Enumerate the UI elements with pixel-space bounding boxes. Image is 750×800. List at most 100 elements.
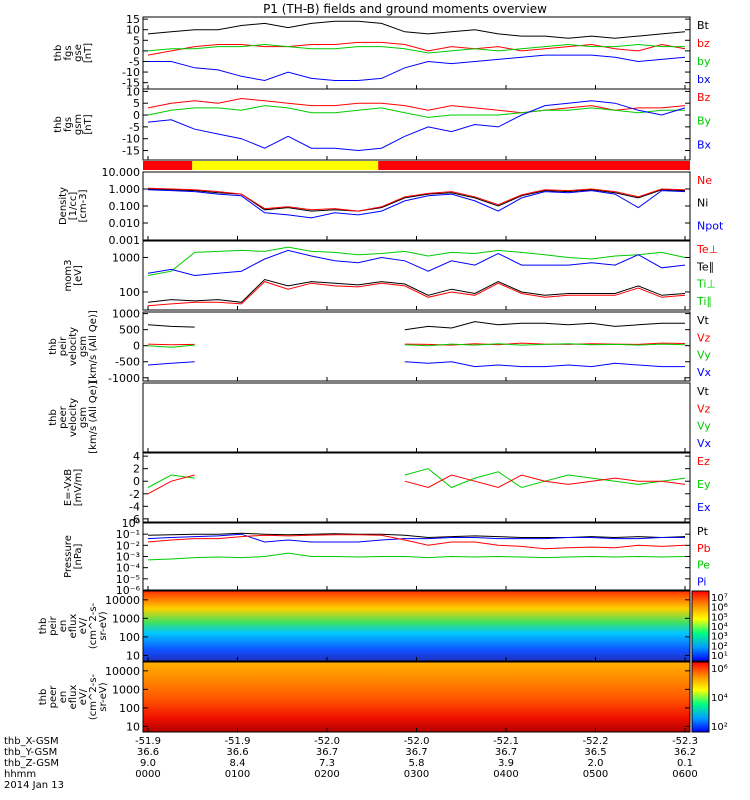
footer-row-label: thb_X-GSM bbox=[4, 736, 59, 747]
series-line-Vt bbox=[147, 321, 685, 331]
mode-segment-2 bbox=[378, 161, 690, 170]
y-axis-label: thbpeirvelocitygsm[km/s (All Qe)] bbox=[48, 310, 99, 383]
y-axis-label-line: [nPa] bbox=[73, 543, 84, 569]
y-tick-label: -6 bbox=[129, 513, 140, 526]
y-axis-label-line: [1/cc] bbox=[68, 192, 79, 221]
series-line-Vy bbox=[147, 343, 686, 348]
footer-value: 9.0 bbox=[140, 758, 156, 769]
series-line-Ne bbox=[147, 187, 686, 212]
y-tick-label: 10 bbox=[126, 720, 140, 733]
plot-frame bbox=[142, 88, 691, 161]
footer-value: 36.7 bbox=[405, 747, 427, 758]
footer-value: 7.3 bbox=[319, 758, 335, 769]
footer-value: 0500 bbox=[583, 769, 608, 780]
y-axis-label-line: (cm^2-s- bbox=[88, 602, 99, 649]
series-line-By bbox=[147, 105, 685, 118]
legend-entry: Vz bbox=[697, 402, 711, 415]
colorbar-tick: 10⁵ bbox=[711, 612, 728, 623]
figure-title: P1 (TH-B) fields and ground moments over… bbox=[263, 2, 547, 16]
y-axis-label-line: gse bbox=[73, 44, 84, 62]
footer-value: 36.6 bbox=[137, 747, 159, 758]
legend-entry: Vz bbox=[697, 331, 711, 344]
colorbar-tick: 10¹ bbox=[711, 651, 728, 662]
y-axis-label: thbpeirenefluxeV/(cm^2-s-sr-eV) bbox=[38, 602, 109, 649]
legend-entry: Ez bbox=[697, 455, 710, 468]
legend-entry: Ti∥ bbox=[696, 295, 712, 308]
plot-frame bbox=[142, 16, 691, 90]
y-tick-label: 0 bbox=[133, 109, 140, 122]
colorbar-tick: 10⁴ bbox=[711, 622, 728, 633]
y-axis-label-line: Pressure bbox=[63, 535, 74, 578]
y-tick-label: 10000 bbox=[105, 594, 140, 607]
colorbar-tick: 10⁶ bbox=[711, 603, 728, 614]
footer-value: 3.9 bbox=[498, 758, 514, 769]
footer-value: 36.6 bbox=[226, 747, 248, 758]
spectrogram-peir-en-eflux bbox=[143, 591, 690, 661]
y-tick-label: 100 bbox=[119, 286, 140, 299]
y-axis-label-line: [km/s (All Qe)] bbox=[88, 310, 99, 383]
colorbar bbox=[691, 661, 710, 733]
footer-date: 2014 Jan 13 bbox=[4, 780, 64, 791]
y-tick-label: -1000 bbox=[108, 372, 140, 385]
footer-row-label: thb_Y-GSM bbox=[4, 747, 57, 758]
footer-value: 36.7 bbox=[316, 747, 338, 758]
y-tick-label: -2 bbox=[129, 488, 140, 501]
y-axis-label-line: fgs bbox=[63, 117, 74, 132]
y-tick-label: 0 bbox=[133, 45, 140, 58]
y-tick-label: 1000 bbox=[112, 612, 140, 625]
y-tick-label: 10.000 bbox=[102, 166, 141, 179]
colorbar bbox=[691, 590, 710, 662]
panel-mode-bar bbox=[143, 161, 690, 170]
y-tick-label: 1000 bbox=[112, 308, 140, 321]
y-axis-label-line: sr-eV) bbox=[98, 611, 109, 640]
footer-value: 0000 bbox=[135, 769, 160, 780]
series-line-Bt bbox=[147, 20, 686, 39]
y-axis-label-line: [km/s (All Qe)] bbox=[88, 381, 99, 454]
y-axis-label: thbfgsgse[nT] bbox=[53, 43, 94, 63]
y-axis-label: Pressure[nPa] bbox=[63, 535, 84, 578]
legend-entry: Vy bbox=[697, 420, 711, 433]
panels: 151050-5-10-15thbfgsgse[nT]Btbzbybx1050-… bbox=[38, 13, 728, 733]
y-tick-label: 15 bbox=[126, 13, 140, 26]
y-tick-label: -15 bbox=[122, 77, 140, 90]
y-tick-label: 5 bbox=[133, 97, 140, 110]
y-axis-label-line: thb bbox=[53, 45, 64, 62]
y-tick-label: 10⁻² bbox=[116, 539, 140, 552]
footer-value: 36.5 bbox=[584, 747, 606, 758]
panel-density: 10.000 1.000 0.100 0.010 0.001 Density[1/cc][… bbox=[58, 166, 724, 247]
series-line-Bz bbox=[147, 97, 686, 114]
y-axis-label-line: gsm bbox=[73, 114, 84, 135]
y-axis-label-line: eV/ bbox=[78, 617, 89, 634]
footer-value: -52.0 bbox=[314, 736, 340, 747]
y-tick-label: 500 bbox=[119, 324, 140, 337]
legend-entry: Pe bbox=[697, 559, 710, 572]
panel-efield: 420-2-4-6 E=-VxB[mV/m] Ez Ey Ex bbox=[63, 450, 711, 526]
series-line-Vx bbox=[147, 361, 685, 368]
legend-entry: Pb bbox=[697, 542, 711, 555]
series-line-Npot bbox=[147, 189, 686, 219]
y-axis-label-line: thb bbox=[48, 409, 59, 426]
legend-entry: Pi bbox=[697, 575, 706, 588]
y-axis-label-line: (cm^2-s- bbox=[88, 673, 99, 720]
y-axis-label-line: gsm bbox=[78, 336, 89, 357]
y-axis-label-line: velocity bbox=[68, 327, 79, 366]
legend-entry: Ti⊥ bbox=[696, 278, 716, 291]
y-tick-label: 10 bbox=[126, 85, 140, 98]
colorbar-tick: 10⁷ bbox=[711, 593, 728, 604]
y-tick-label: -5 bbox=[129, 121, 140, 134]
y-axis-label-line: peer bbox=[58, 405, 69, 429]
footer-value: -52.1 bbox=[493, 736, 519, 747]
footer-value: 36.7 bbox=[495, 747, 517, 758]
footer-value: 0200 bbox=[314, 769, 339, 780]
y-axis-label: thbpeervelocitygsm[km/s (All Qe)] bbox=[48, 381, 99, 454]
series-line-Pe bbox=[147, 552, 686, 561]
y-axis-label-line: eflux bbox=[68, 614, 79, 639]
y-axis-label-line: fgs bbox=[63, 45, 74, 60]
legend-entry: Npot bbox=[697, 219, 724, 232]
footer-value: -52.3 bbox=[672, 736, 698, 747]
y-axis-label-line: thb bbox=[38, 689, 49, 706]
series-line-Te∥ bbox=[147, 278, 686, 303]
series-line-Bx bbox=[147, 100, 686, 152]
